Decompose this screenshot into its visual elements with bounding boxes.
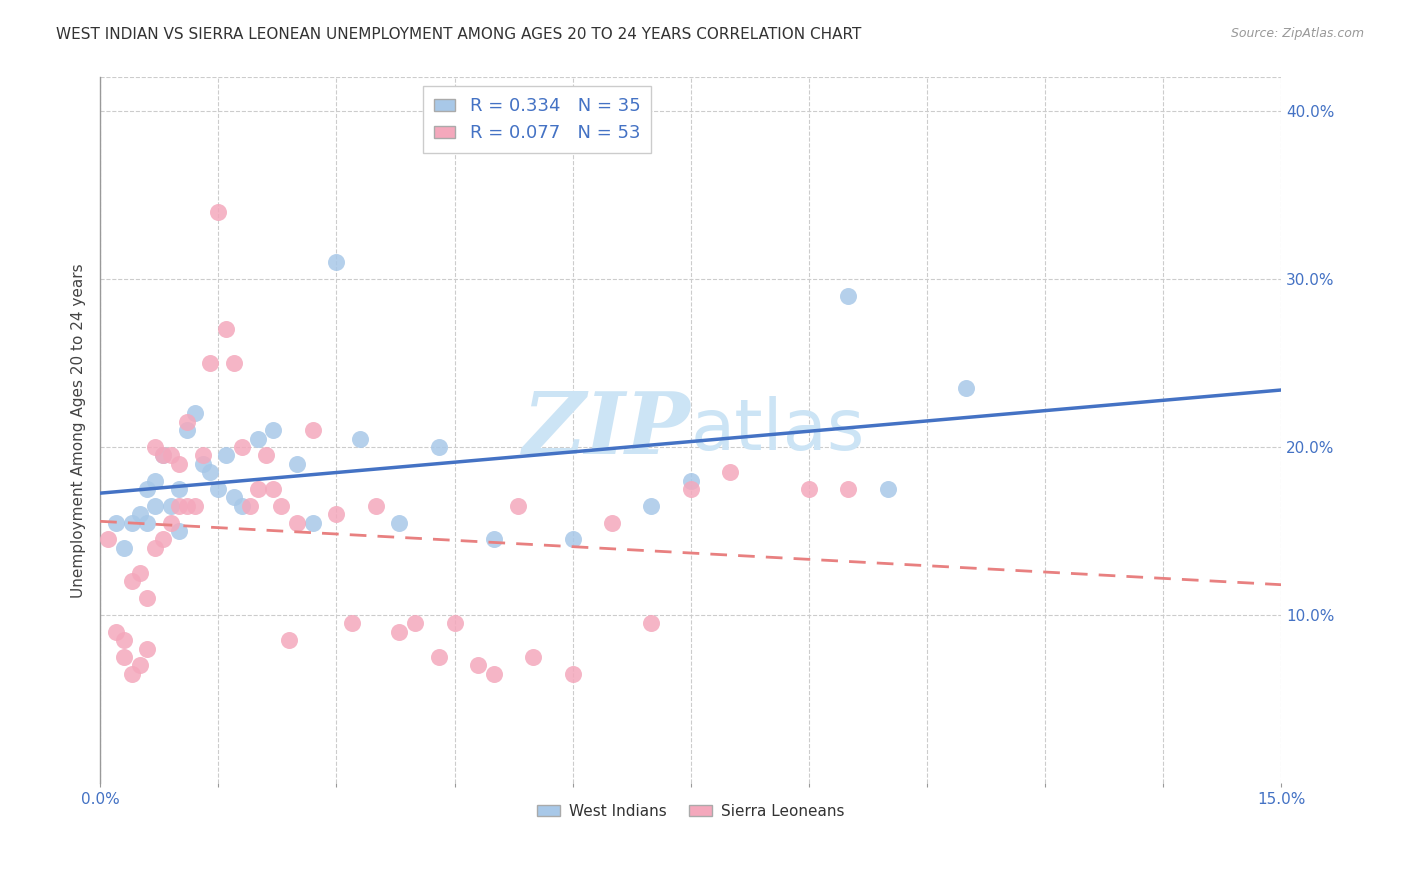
Point — [112, 650, 135, 665]
Text: atlas: atlas — [690, 396, 865, 465]
Point — [183, 499, 205, 513]
Point — [640, 499, 662, 513]
Point — [152, 449, 174, 463]
Point — [176, 499, 198, 513]
Point — [222, 491, 245, 505]
Point — [136, 591, 159, 606]
Point — [176, 423, 198, 437]
Point — [231, 499, 253, 513]
Point — [128, 658, 150, 673]
Point — [600, 516, 623, 530]
Point — [207, 482, 229, 496]
Point — [404, 616, 426, 631]
Point — [427, 440, 450, 454]
Point — [176, 415, 198, 429]
Point — [200, 356, 222, 370]
Point — [104, 624, 127, 639]
Point — [167, 524, 190, 538]
Point — [152, 533, 174, 547]
Point — [121, 666, 143, 681]
Point — [136, 482, 159, 496]
Point — [128, 566, 150, 580]
Point — [955, 381, 977, 395]
Point — [136, 641, 159, 656]
Point — [167, 457, 190, 471]
Point — [143, 541, 166, 555]
Point — [254, 449, 277, 463]
Point — [640, 616, 662, 631]
Text: Source: ZipAtlas.com: Source: ZipAtlas.com — [1230, 27, 1364, 40]
Point — [301, 423, 323, 437]
Point — [506, 499, 529, 513]
Point — [104, 516, 127, 530]
Point — [325, 255, 347, 269]
Point — [239, 499, 262, 513]
Text: ZIP: ZIP — [523, 389, 690, 472]
Point — [467, 658, 489, 673]
Point — [285, 516, 308, 530]
Point — [482, 533, 505, 547]
Point — [679, 474, 702, 488]
Y-axis label: Unemployment Among Ages 20 to 24 years: Unemployment Among Ages 20 to 24 years — [72, 263, 86, 598]
Point — [718, 465, 741, 479]
Point — [160, 499, 183, 513]
Point — [837, 289, 859, 303]
Point — [443, 616, 465, 631]
Point — [427, 650, 450, 665]
Point — [325, 508, 347, 522]
Point — [876, 482, 898, 496]
Point — [160, 516, 183, 530]
Point — [262, 423, 284, 437]
Point — [215, 322, 238, 336]
Point — [270, 499, 292, 513]
Point — [152, 449, 174, 463]
Point — [167, 499, 190, 513]
Point — [222, 356, 245, 370]
Point — [215, 449, 238, 463]
Point — [285, 457, 308, 471]
Point — [200, 465, 222, 479]
Point — [388, 624, 411, 639]
Point — [262, 482, 284, 496]
Point — [388, 516, 411, 530]
Point — [482, 666, 505, 681]
Point — [128, 508, 150, 522]
Point — [121, 516, 143, 530]
Point — [679, 482, 702, 496]
Point — [301, 516, 323, 530]
Point — [278, 633, 301, 648]
Point — [246, 432, 269, 446]
Text: WEST INDIAN VS SIERRA LEONEAN UNEMPLOYMENT AMONG AGES 20 TO 24 YEARS CORRELATION: WEST INDIAN VS SIERRA LEONEAN UNEMPLOYME… — [56, 27, 862, 42]
Point — [364, 499, 387, 513]
Point — [340, 616, 363, 631]
Point — [837, 482, 859, 496]
Point — [97, 533, 120, 547]
Point — [112, 633, 135, 648]
Point — [349, 432, 371, 446]
Point — [183, 406, 205, 420]
Legend: West Indians, Sierra Leoneans: West Indians, Sierra Leoneans — [530, 797, 851, 825]
Point — [561, 533, 583, 547]
Point — [246, 482, 269, 496]
Point — [167, 482, 190, 496]
Point — [112, 541, 135, 555]
Point — [561, 666, 583, 681]
Point — [231, 440, 253, 454]
Point — [160, 449, 183, 463]
Point — [191, 449, 214, 463]
Point — [797, 482, 820, 496]
Point — [522, 650, 544, 665]
Point — [191, 457, 214, 471]
Point — [143, 440, 166, 454]
Point — [121, 574, 143, 589]
Point — [207, 204, 229, 219]
Point — [136, 516, 159, 530]
Point — [143, 499, 166, 513]
Point — [143, 474, 166, 488]
